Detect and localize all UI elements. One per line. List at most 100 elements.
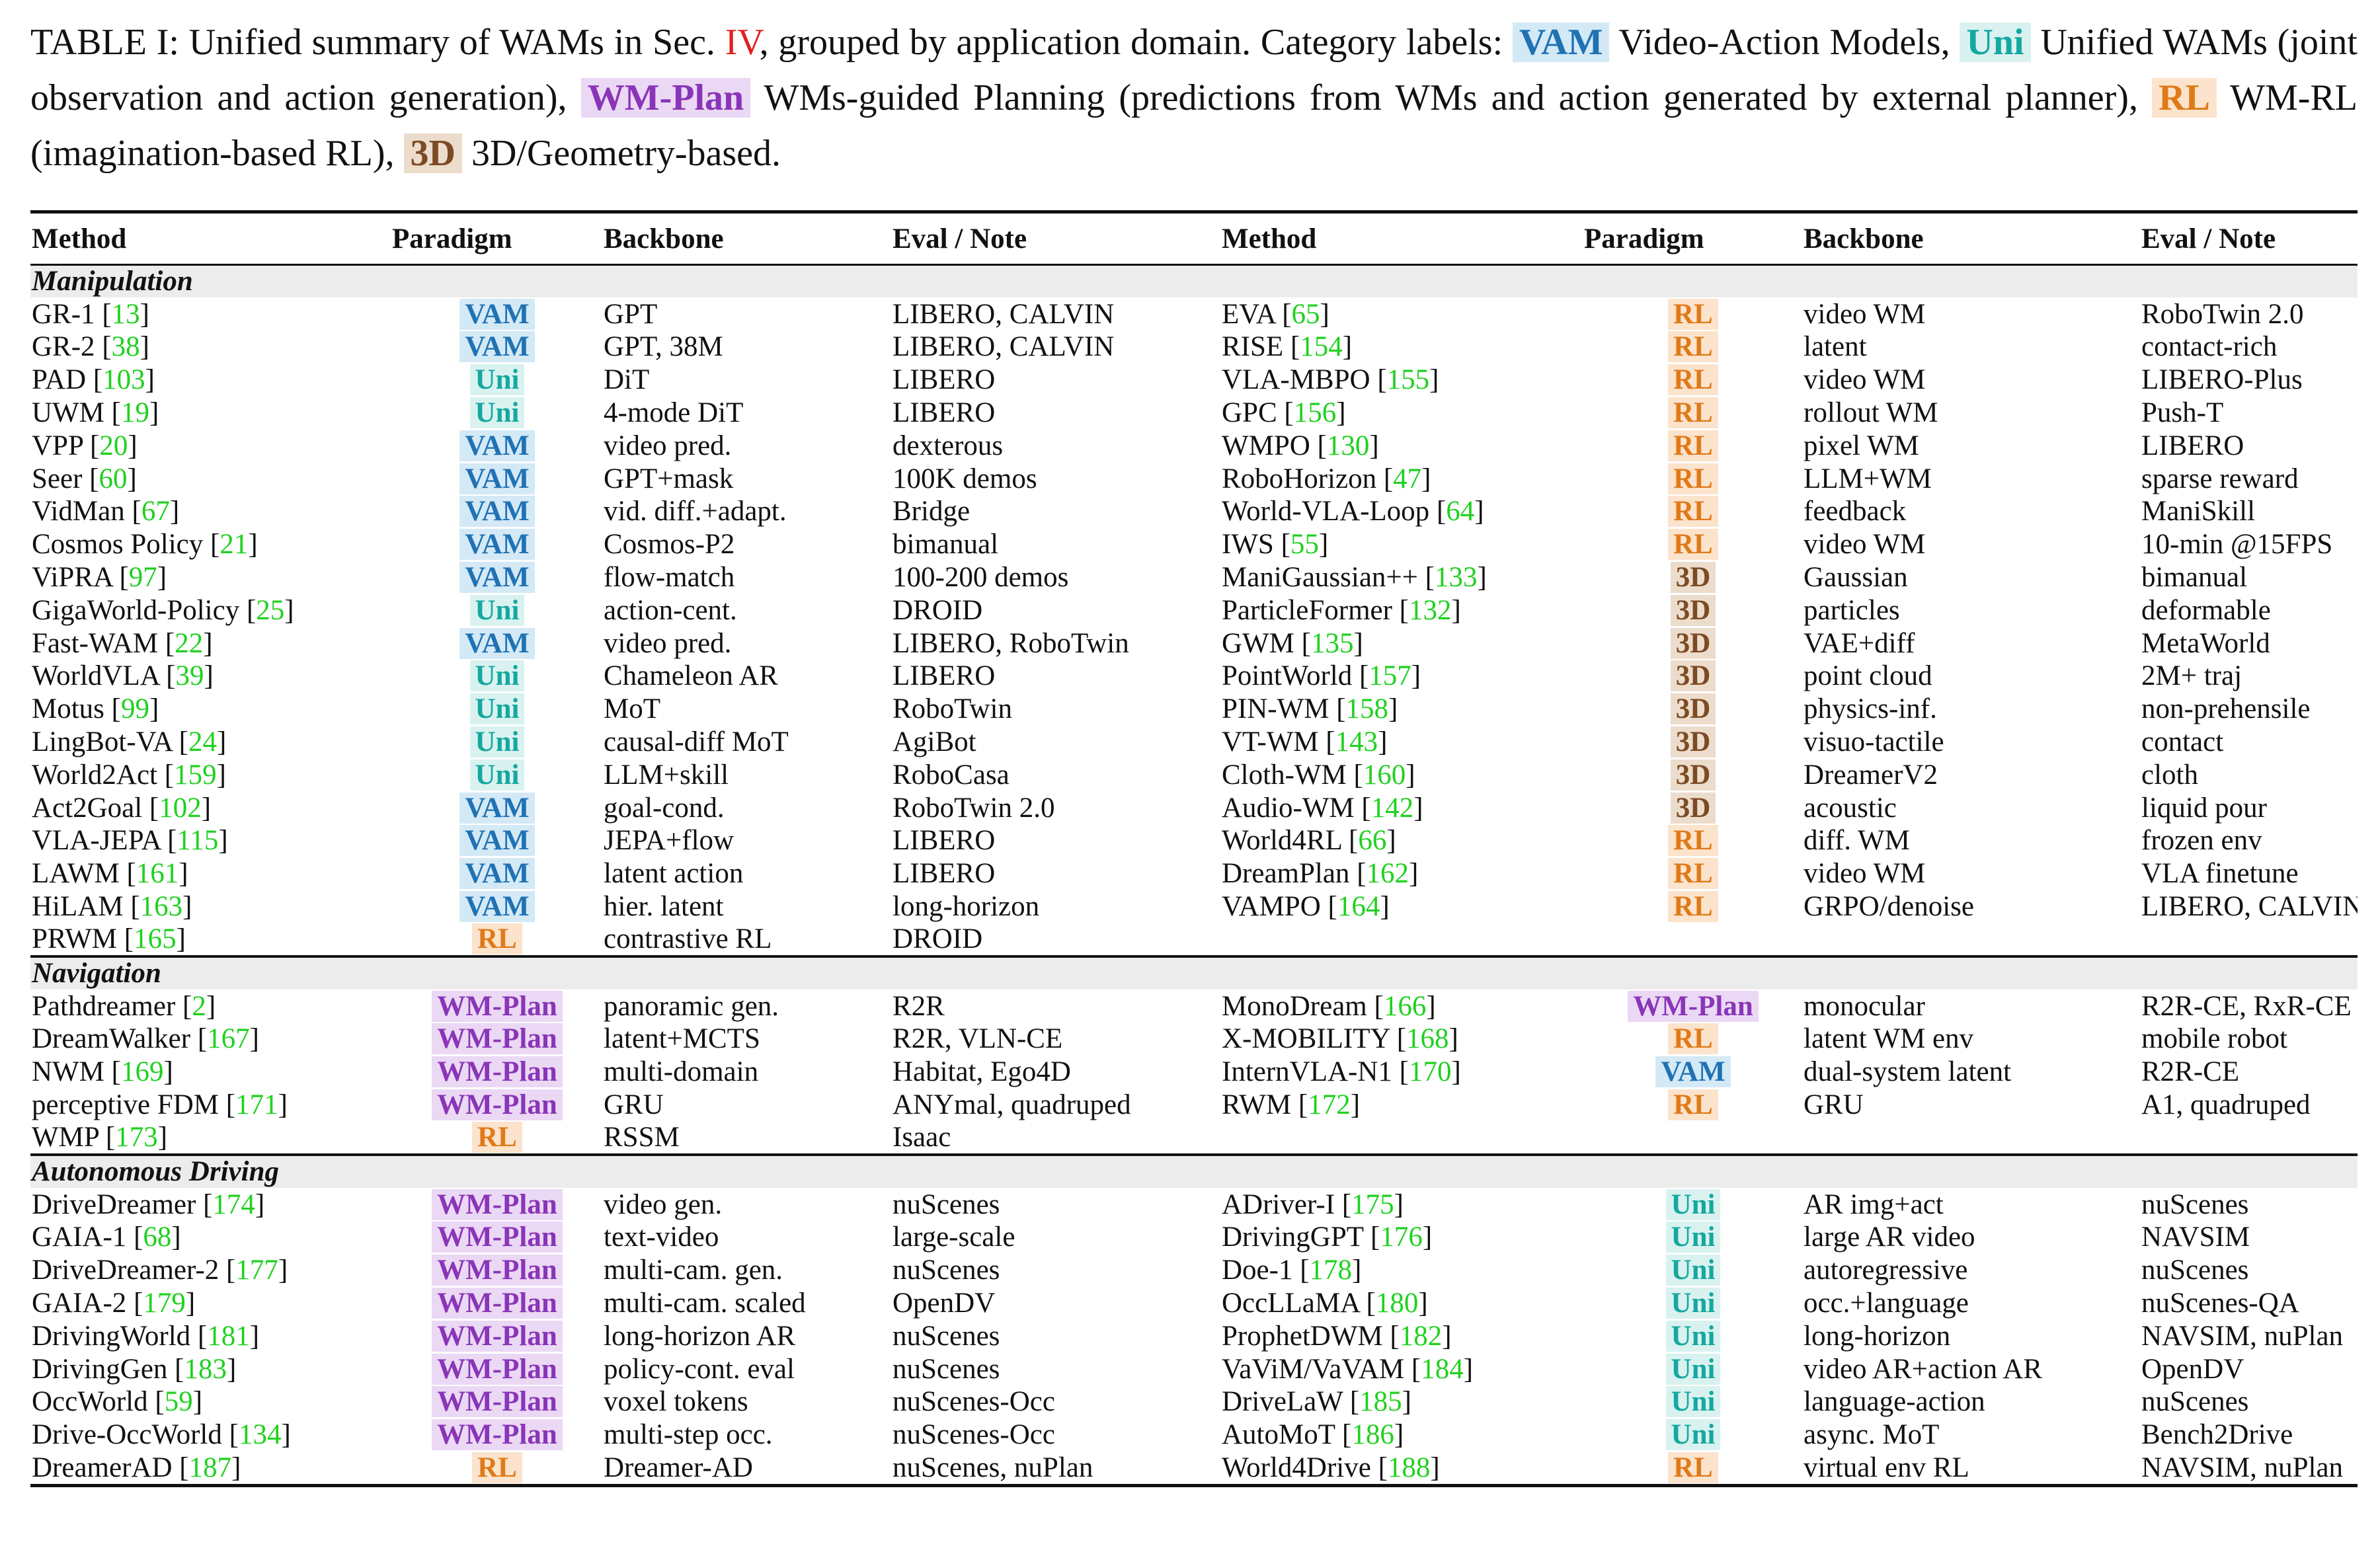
citation-link[interactable]: 24 bbox=[188, 726, 217, 758]
citation-link[interactable]: 182 bbox=[1399, 1320, 1443, 1352]
citation-link[interactable]: 155 bbox=[1386, 364, 1430, 396]
citation-link[interactable]: 20 bbox=[99, 430, 128, 461]
citation-link[interactable]: 166 bbox=[1383, 990, 1427, 1022]
citation-link[interactable]: 130 bbox=[1326, 430, 1370, 461]
citation-link[interactable]: 55 bbox=[1290, 529, 1319, 561]
paradigm-cell: RL bbox=[1583, 429, 1802, 462]
citation-bracket: [ bbox=[134, 1222, 143, 1253]
citation-link[interactable]: 64 bbox=[1446, 496, 1475, 527]
citation-bracket: [ bbox=[1377, 364, 1387, 396]
eval-note-cell: nuScenes, nuPlan bbox=[891, 1451, 1220, 1487]
citation-link[interactable]: 67 bbox=[141, 496, 170, 527]
citation-link[interactable]: 132 bbox=[1409, 594, 1452, 626]
table-row: Pathdreamer [2] WM-Plan panoramic gen. R2R M… bbox=[30, 989, 2358, 1023]
backbone-cell: particles bbox=[1804, 594, 1900, 626]
citation-link[interactable]: 181 bbox=[207, 1320, 250, 1352]
citation-link[interactable]: 2 bbox=[192, 990, 206, 1022]
citation-link[interactable]: 179 bbox=[143, 1288, 186, 1319]
paradigm-badge: VAM bbox=[459, 331, 535, 363]
citation-link[interactable]: 169 bbox=[120, 1056, 164, 1088]
backbone-cell: multi-cam. gen. bbox=[604, 1255, 783, 1286]
citation-link[interactable]: 170 bbox=[1409, 1056, 1452, 1088]
citation-link[interactable]: 173 bbox=[115, 1122, 158, 1153]
citation-link[interactable]: 164 bbox=[1337, 891, 1380, 923]
citation-link[interactable]: 168 bbox=[1406, 1023, 1449, 1055]
eval-note-cell: nuScenes bbox=[2141, 1188, 2249, 1220]
citation-link[interactable]: 184 bbox=[1421, 1353, 1464, 1385]
citation-link[interactable]: 187 bbox=[188, 1452, 232, 1483]
citation-link[interactable]: 171 bbox=[235, 1089, 278, 1121]
table-row: GAIA-2 [179] WM-Plan multi-cam. scaled Open… bbox=[30, 1287, 2358, 1320]
paradigm-badge: VAM bbox=[459, 627, 535, 659]
table-row: perceptive FDM [171] WM-Plan GRU ANYmal, qu… bbox=[30, 1089, 2358, 1122]
citation-link[interactable]: 68 bbox=[143, 1222, 172, 1253]
citation-link[interactable]: 172 bbox=[1308, 1089, 1351, 1121]
backbone-cell: video WM bbox=[1804, 298, 1926, 330]
paradigm-cell: Uni bbox=[391, 693, 602, 726]
citation-link[interactable]: 161 bbox=[136, 858, 179, 890]
citation-link[interactable]: 142 bbox=[1370, 792, 1414, 824]
citation-link[interactable]: 178 bbox=[1309, 1255, 1353, 1286]
citation-link[interactable]: 99 bbox=[121, 693, 149, 725]
citation-link[interactable]: 66 bbox=[1358, 825, 1387, 857]
method-name: World4Drive bbox=[1222, 1452, 1378, 1483]
backbone-cell: rollout WM bbox=[1804, 397, 1938, 429]
citation-link[interactable]: 59 bbox=[164, 1386, 193, 1418]
citation-link[interactable]: 38 bbox=[111, 331, 140, 363]
eval-note-cell: bimanual bbox=[892, 529, 999, 561]
citation-link[interactable]: 19 bbox=[120, 397, 149, 429]
paradigm-cell: RL bbox=[1583, 824, 1802, 857]
method-cell: perceptive FDM [171] bbox=[30, 1089, 391, 1122]
citation-link[interactable]: 39 bbox=[175, 660, 204, 692]
citation-link[interactable]: 25 bbox=[256, 594, 285, 626]
citation-link[interactable]: 180 bbox=[1375, 1288, 1419, 1319]
citation-link[interactable]: 163 bbox=[139, 891, 183, 923]
citation-bracket: ] bbox=[1402, 1386, 1411, 1418]
backbone-cell: GPT, 38M bbox=[604, 331, 723, 363]
eval-note-cell: LIBERO bbox=[892, 397, 996, 429]
citation-link[interactable]: 156 bbox=[1293, 397, 1337, 429]
citation-link[interactable]: 97 bbox=[128, 562, 157, 594]
citation-link[interactable]: 175 bbox=[1351, 1188, 1394, 1220]
backbone-cell: GPT+mask bbox=[604, 463, 734, 494]
citation-link[interactable]: 13 bbox=[111, 298, 140, 330]
citation-link[interactable]: 133 bbox=[1434, 562, 1478, 594]
eval-note-cell: Habitat, Ego4D bbox=[892, 1056, 1071, 1088]
citation-link[interactable]: 159 bbox=[174, 759, 217, 791]
citation-link[interactable]: 165 bbox=[134, 923, 177, 955]
citation-link[interactable]: 183 bbox=[184, 1353, 227, 1385]
citation-link[interactable]: 158 bbox=[1345, 693, 1389, 725]
citation-link[interactable]: 22 bbox=[175, 627, 204, 659]
citation-bracket: [ bbox=[1298, 1089, 1308, 1121]
citation-link[interactable]: 154 bbox=[1300, 331, 1343, 363]
citation-link[interactable]: 162 bbox=[1366, 858, 1409, 890]
citation-link[interactable]: 115 bbox=[177, 825, 219, 857]
paradigm-badge: RL bbox=[1668, 858, 1718, 890]
citation-bracket: [ bbox=[1281, 529, 1290, 561]
citation-link[interactable]: 65 bbox=[1291, 298, 1320, 330]
citation-link[interactable]: 188 bbox=[1387, 1452, 1431, 1483]
citation-link[interactable]: 174 bbox=[212, 1188, 255, 1220]
method-name: UWM bbox=[32, 397, 112, 429]
citation-link[interactable]: 134 bbox=[238, 1419, 282, 1451]
citation-link[interactable]: 186 bbox=[1351, 1419, 1394, 1451]
citation-link[interactable]: 102 bbox=[159, 792, 202, 824]
section-reference-link[interactable]: IV bbox=[725, 22, 760, 63]
citation-link[interactable]: 157 bbox=[1368, 660, 1411, 692]
citation-link[interactable]: 143 bbox=[1335, 726, 1378, 758]
citation-link[interactable]: 176 bbox=[1380, 1222, 1423, 1253]
citation-link[interactable]: 47 bbox=[1393, 463, 1422, 494]
citation-link[interactable]: 177 bbox=[235, 1255, 278, 1286]
backbone-cell: physics-inf. bbox=[1804, 693, 1937, 725]
citation-link[interactable]: 21 bbox=[219, 529, 249, 561]
citation-link[interactable]: 160 bbox=[1363, 759, 1406, 791]
paradigm-badge: VAM bbox=[459, 496, 535, 527]
paradigm-badge: RL bbox=[472, 1452, 522, 1483]
citation-bracket: ] bbox=[1474, 496, 1484, 527]
citation-link[interactable]: 103 bbox=[102, 364, 145, 396]
citation-link[interactable]: 60 bbox=[99, 463, 128, 494]
citation-link[interactable]: 135 bbox=[1310, 627, 1354, 659]
citation-link[interactable]: 185 bbox=[1359, 1386, 1402, 1418]
method-cell: LingBot-VA [24] bbox=[30, 726, 391, 759]
citation-link[interactable]: 167 bbox=[207, 1023, 250, 1055]
